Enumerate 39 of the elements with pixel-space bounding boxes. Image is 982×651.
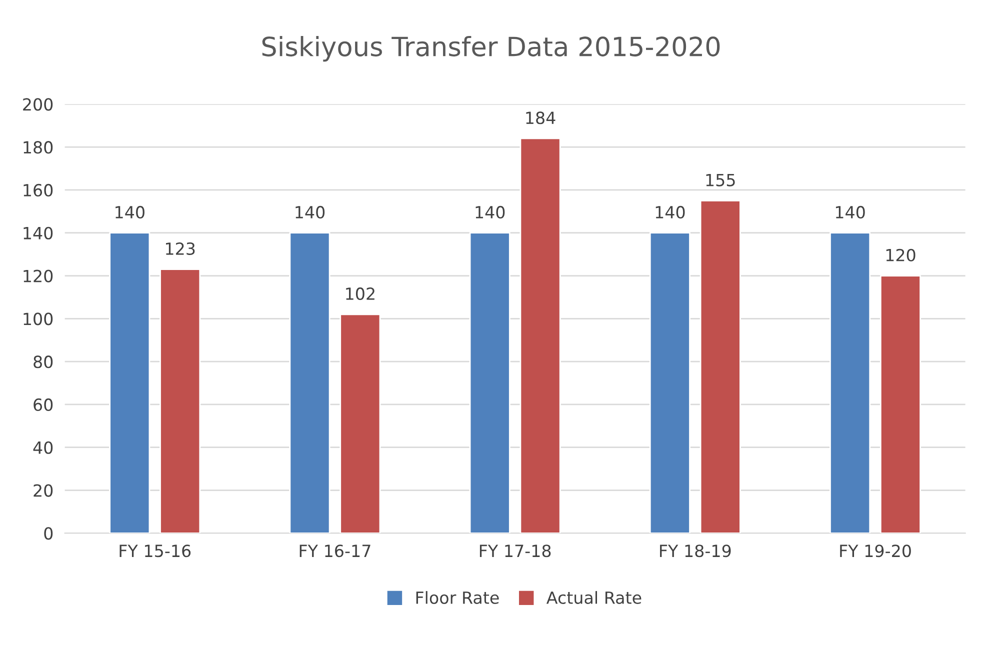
bar bbox=[700, 200, 741, 534]
y-tick-label: 20 bbox=[34, 484, 53, 497]
x-tick-label: FY 15-16 bbox=[120, 544, 191, 558]
data-label: 140 bbox=[116, 206, 144, 219]
legend-label: Floor Rate bbox=[416, 591, 499, 604]
y-tick-label: 0 bbox=[44, 527, 53, 540]
y-tick-label: 140 bbox=[24, 226, 53, 240]
data-label: 155 bbox=[706, 174, 735, 186]
data-label: 140 bbox=[836, 206, 865, 219]
bar bbox=[520, 138, 561, 534]
y-tick-label: 60 bbox=[34, 398, 53, 412]
bar bbox=[830, 232, 871, 534]
x-tick-label: FY 17-18 bbox=[480, 544, 551, 558]
y-tick-label: 120 bbox=[24, 270, 53, 282]
legend-label: Actual Rate bbox=[546, 591, 642, 604]
y-tick-label: 160 bbox=[24, 184, 53, 197]
y-tick-label: 180 bbox=[24, 141, 53, 154]
y-tick-label: 40 bbox=[33, 441, 53, 454]
chart-title: Siskiyous Transfer Data 2015-2020 bbox=[262, 36, 720, 62]
y-tick-label: 200 bbox=[23, 98, 53, 111]
bar bbox=[880, 275, 921, 534]
y-tick-label: 100 bbox=[24, 312, 53, 326]
x-tick-label: FY 19-20 bbox=[840, 544, 911, 558]
data-label: 102 bbox=[346, 287, 374, 300]
bar bbox=[340, 314, 381, 534]
bar bbox=[469, 232, 510, 534]
bar bbox=[649, 232, 690, 534]
data-label: 123 bbox=[166, 242, 195, 255]
data-label: 140 bbox=[476, 206, 505, 219]
x-tick-label: FY 16-17 bbox=[300, 544, 370, 558]
y-tick-label: 80 bbox=[34, 356, 53, 368]
bar bbox=[160, 268, 201, 534]
x-tick-label: FY 18-19 bbox=[660, 544, 731, 558]
data-label: 184 bbox=[526, 112, 556, 124]
data-label: 140 bbox=[296, 206, 325, 219]
data-label: 140 bbox=[656, 206, 685, 219]
bar bbox=[109, 232, 150, 534]
bar bbox=[289, 232, 330, 534]
data-label: 120 bbox=[886, 248, 916, 262]
